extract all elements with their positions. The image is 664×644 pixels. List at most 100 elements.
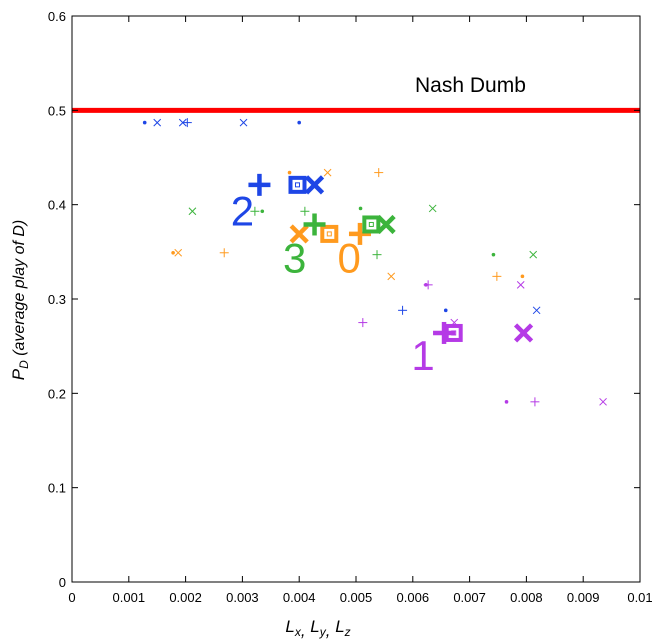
- cross-b: [513, 323, 534, 343]
- cross-b: [428, 204, 437, 213]
- small-cross-marker: [516, 280, 525, 289]
- dot: [443, 308, 448, 313]
- cross-b: [178, 118, 187, 127]
- small-cross-marker: [387, 272, 396, 281]
- y-tick-label: 0.3: [48, 292, 66, 307]
- small-dot-marker: [443, 308, 448, 313]
- cross-b: [387, 272, 396, 281]
- x-tick-label: 0.009: [567, 590, 600, 605]
- square-inner: [326, 231, 332, 237]
- cross-b: [239, 118, 248, 127]
- x-tick-label: 0.008: [510, 590, 543, 605]
- large-square-marker: [444, 323, 463, 342]
- cross-b: [532, 306, 541, 315]
- small-dot-marker: [260, 209, 265, 214]
- square-outer: [288, 175, 307, 194]
- small-dot-marker: [142, 120, 147, 125]
- small-dot-marker: [297, 120, 302, 125]
- x-tick-label: 0.004: [283, 590, 316, 605]
- y-axis-label: PD (average play of D): [9, 220, 31, 381]
- series-label: 0: [338, 235, 361, 282]
- y-tick-label: 0.4: [48, 198, 66, 213]
- x-tick-label: 0.003: [226, 590, 259, 605]
- dot: [504, 400, 509, 404]
- x-tick-label: 0.007: [453, 590, 486, 605]
- small-dot-marker: [504, 400, 509, 404]
- small-dot-marker: [491, 252, 496, 257]
- small-dot-marker: [287, 170, 292, 175]
- dot: [142, 120, 147, 125]
- cross-b: [174, 248, 183, 257]
- x-tick-label: 0.005: [340, 590, 373, 605]
- y-tick-label: 0.2: [48, 386, 66, 401]
- large-plus-marker: [303, 213, 326, 236]
- y-tick-label: 0.1: [48, 481, 66, 496]
- large-cross-marker: [289, 224, 309, 244]
- small-plus-marker: [372, 250, 382, 260]
- dot: [520, 274, 525, 279]
- small-plus-marker: [250, 206, 260, 216]
- large-square-marker: [362, 215, 381, 234]
- square-inner: [451, 330, 457, 336]
- small-cross-marker: [239, 118, 248, 127]
- small-plus-marker: [398, 305, 408, 315]
- small-plus-marker: [300, 206, 310, 216]
- small-plus-marker: [492, 271, 502, 281]
- series-label: 1: [411, 332, 434, 379]
- small-cross-marker: [599, 397, 607, 406]
- large-square-marker: [288, 175, 307, 194]
- reference-line-label: Nash Dumb: [415, 74, 526, 97]
- cross-b: [323, 168, 332, 177]
- series-label: 3: [283, 235, 306, 282]
- small-plus-marker: [358, 318, 368, 328]
- series-3: 3: [188, 204, 538, 282]
- x-tick-label: 0.002: [169, 590, 202, 605]
- small-cross-marker: [188, 207, 197, 216]
- square-outer: [444, 323, 463, 342]
- square-outer: [320, 224, 339, 243]
- small-cross-marker: [529, 250, 538, 259]
- large-cross-marker: [304, 175, 325, 195]
- large-square-marker: [320, 224, 339, 243]
- small-dot-marker: [171, 250, 175, 255]
- series-label: 2: [231, 187, 254, 234]
- small-cross-marker: [174, 248, 183, 257]
- dot: [171, 250, 175, 255]
- series-0: 0: [171, 168, 525, 282]
- data-marks: 0 1 23: [72, 107, 640, 407]
- small-cross-marker: [153, 118, 162, 127]
- small-plus-marker: [219, 248, 229, 258]
- x-tick-label: 0.01: [627, 590, 652, 605]
- cross-b: [599, 397, 607, 406]
- small-cross-marker: [532, 306, 541, 315]
- dot: [260, 209, 265, 214]
- cross-b: [529, 250, 538, 259]
- large-plus-marker: [248, 173, 271, 196]
- small-plus-marker: [182, 118, 192, 128]
- square-inner: [294, 182, 300, 188]
- x-tick-label: 0.006: [397, 590, 430, 605]
- x-tick-label: 0: [68, 590, 75, 605]
- small-cross-marker: [178, 118, 187, 127]
- y-tick-label: 0.6: [48, 9, 66, 24]
- small-plus-marker: [374, 168, 384, 178]
- small-dot-marker: [520, 274, 525, 279]
- dot: [297, 120, 302, 125]
- square-outer: [362, 215, 381, 234]
- y-tick-label: 0: [59, 575, 66, 590]
- cross-b: [376, 214, 396, 235]
- x-tick-label: 0.001: [113, 590, 146, 605]
- cross-b: [153, 118, 162, 127]
- plot-frame: [71, 15, 641, 583]
- small-plus-marker: [530, 397, 540, 407]
- small-dot-marker: [358, 206, 363, 211]
- series-1: 1: [358, 280, 607, 407]
- small-plus-marker: [423, 280, 433, 290]
- cross-b: [289, 224, 309, 244]
- x-axis-label: Lx, Ly, Lz: [285, 617, 350, 640]
- dot: [491, 252, 496, 257]
- large-plus-marker: [348, 222, 371, 245]
- cross-b: [304, 175, 325, 195]
- large-cross-marker: [513, 323, 534, 343]
- square-inner: [368, 221, 374, 227]
